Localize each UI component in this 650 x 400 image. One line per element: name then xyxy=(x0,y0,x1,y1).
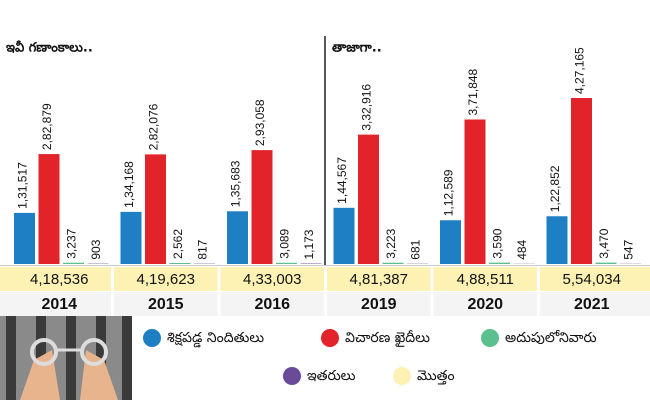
bar xyxy=(489,262,510,264)
value-label: 3,32,916 xyxy=(360,84,374,131)
bar xyxy=(276,262,297,264)
total-label: 4,33,003 xyxy=(243,271,301,288)
value-label: 2,562 xyxy=(171,229,185,259)
x-tick-label: 2019 xyxy=(361,296,397,313)
section-label: ఇవీ గణాంకాలు.. xyxy=(6,40,93,56)
bar xyxy=(63,262,84,264)
legend-label: ఇతరులు xyxy=(307,368,356,384)
value-label: 1,173 xyxy=(302,229,316,259)
bar xyxy=(571,98,592,264)
value-label: 547 xyxy=(622,239,636,259)
value-label: 903 xyxy=(89,239,103,259)
legend-swatch xyxy=(283,367,301,385)
value-label: 1,31,517 xyxy=(16,162,30,209)
legend-label: అదుపులోనివారు xyxy=(505,330,597,346)
value-label: 4,27,165 xyxy=(573,47,587,94)
value-label: 1,34,168 xyxy=(122,161,136,208)
x-tick-label: 2014 xyxy=(41,296,77,313)
bar xyxy=(382,262,404,264)
legend-swatch xyxy=(143,329,161,347)
total-label: 5,54,034 xyxy=(563,271,621,288)
x-tick-label: 2020 xyxy=(467,296,503,313)
value-label: 3,223 xyxy=(384,228,398,258)
bar xyxy=(120,211,142,264)
value-label: 2,93,058 xyxy=(253,99,267,146)
bar xyxy=(38,154,60,264)
value-label: 484 xyxy=(515,239,529,259)
bar xyxy=(595,262,617,264)
value-label: 681 xyxy=(409,239,423,259)
x-tick-label: 2016 xyxy=(254,296,290,313)
total-label: 4,88,511 xyxy=(457,271,514,288)
legend-label: మొత్తం xyxy=(417,368,455,385)
bar xyxy=(14,212,35,264)
value-label: 3,237 xyxy=(65,228,79,258)
legend-label: విచారణ ఖైదీలు xyxy=(345,330,430,347)
value-label: 2,82,076 xyxy=(147,103,161,150)
bar xyxy=(358,134,379,264)
bar xyxy=(227,211,248,264)
x-tick-label: 2021 xyxy=(574,296,610,313)
bar xyxy=(169,263,191,264)
value-label: 3,470 xyxy=(597,228,611,258)
legend-swatch xyxy=(321,329,339,347)
bar xyxy=(251,150,273,264)
value-label: 817 xyxy=(196,239,210,259)
value-label: 1,22,852 xyxy=(548,165,562,212)
bar xyxy=(333,207,355,264)
value-label: 1,35,683 xyxy=(229,160,243,207)
value-label: 3,089 xyxy=(278,228,292,258)
handcuff-illustration xyxy=(0,316,132,400)
legend-swatch xyxy=(481,329,499,347)
section-label: తాజాగా.. xyxy=(332,41,382,56)
total-label: 4,18,536 xyxy=(30,271,88,288)
legend-swatch xyxy=(393,367,411,385)
value-label: 1,44,567 xyxy=(335,157,349,204)
value-label: 3,590 xyxy=(491,228,505,258)
bar xyxy=(464,119,486,264)
bar xyxy=(440,220,461,264)
value-label: 1,12,589 xyxy=(442,169,456,216)
x-tick-label: 2015 xyxy=(148,296,184,313)
value-label: 2,82,879 xyxy=(40,103,54,150)
value-label: 3,71,848 xyxy=(466,68,480,115)
bar xyxy=(546,216,568,264)
legend-label: శిక్షపడ్డ నిందితులు xyxy=(167,330,264,348)
total-label: 4,19,623 xyxy=(137,271,195,288)
total-label: 4,81,387 xyxy=(350,271,408,288)
bar xyxy=(145,154,166,264)
